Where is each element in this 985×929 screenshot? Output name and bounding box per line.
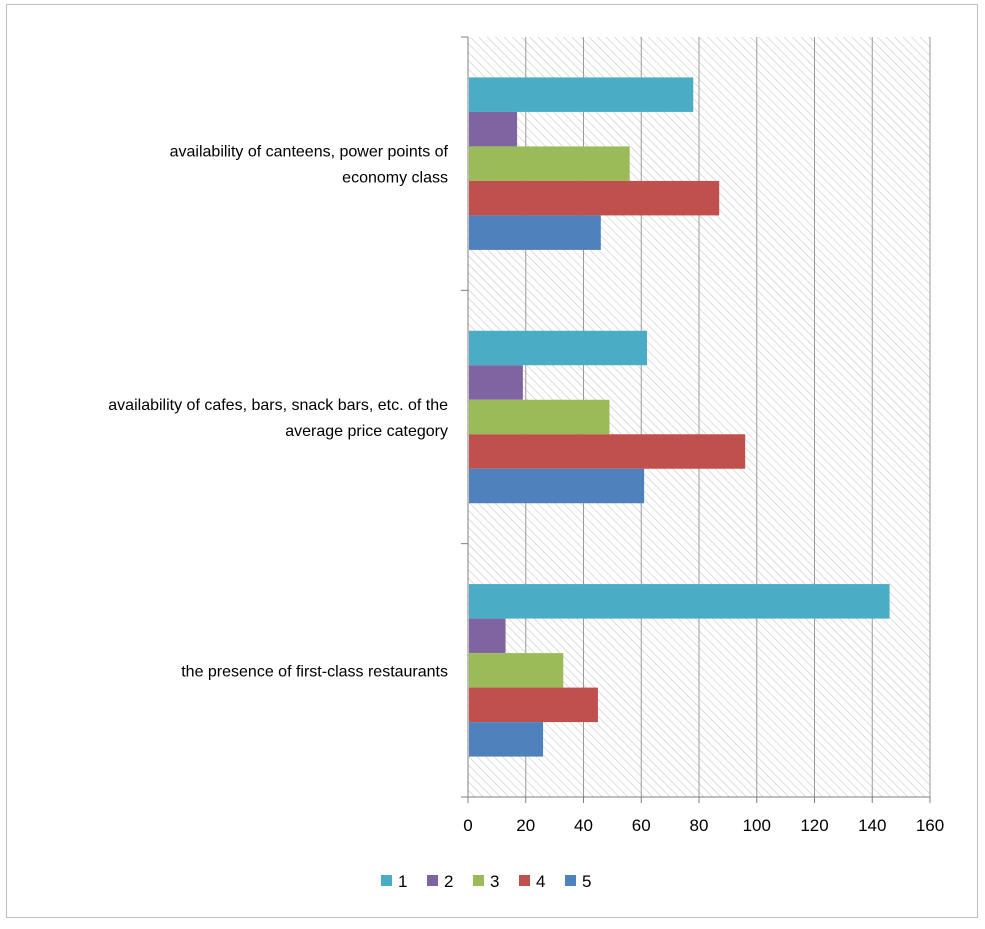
category-label-line: economy class <box>342 170 448 187</box>
bar-series-2 <box>469 111 518 147</box>
legend-swatch <box>427 875 438 886</box>
x-tick-label: 0 <box>463 816 472 835</box>
legend-label: 3 <box>490 872 499 891</box>
x-tick-label: 60 <box>632 816 651 835</box>
legend-label: 4 <box>536 872 545 891</box>
legend-label: 5 <box>582 872 591 891</box>
legend-label: 2 <box>444 872 453 891</box>
x-tick-label: 80 <box>690 816 709 835</box>
x-tick-label: 120 <box>800 816 828 835</box>
legend-label: 1 <box>398 872 407 891</box>
x-tick-label: 20 <box>516 816 535 835</box>
x-tick-labels: 0 20 40 60 80 100 120 140 160 <box>463 816 944 835</box>
legend-swatch <box>565 875 576 886</box>
x-tick-label: 40 <box>574 816 593 835</box>
bar-series-1 <box>469 77 694 112</box>
category-label: the presence of first-class restaurants <box>181 663 448 680</box>
axes <box>461 36 931 803</box>
category-label: availability of cafes, bars, snack bars,… <box>108 397 448 440</box>
bar-series-5 <box>469 215 601 250</box>
bar-series-4 <box>469 180 720 216</box>
bar-series-1 <box>469 330 648 366</box>
bar-series-3 <box>469 399 610 435</box>
legend-swatch <box>519 875 530 886</box>
x-tick-label: 140 <box>858 816 886 835</box>
category-label-line: availability of cafes, bars, snack bars,… <box>108 397 448 414</box>
x-tick-label: 160 <box>916 816 944 835</box>
bar-series-2 <box>469 365 523 400</box>
category-label: availability of canteens, power points o… <box>170 144 449 187</box>
bar-series-3 <box>469 653 564 688</box>
bar-series-2 <box>469 618 506 654</box>
bar-series-5 <box>469 468 645 504</box>
category-label-line: the presence of first-class restaurants <box>181 663 448 680</box>
legend-swatch <box>381 875 392 886</box>
bar-series-3 <box>469 146 630 181</box>
category-label-line: average price category <box>285 423 448 440</box>
bars <box>469 77 890 757</box>
bar-series-4 <box>469 434 746 469</box>
bar-series-5 <box>469 722 544 757</box>
bar-series-1 <box>469 584 890 619</box>
legend-swatch <box>473 875 484 886</box>
x-tick-label: 100 <box>743 816 771 835</box>
bar-series-4 <box>469 687 598 723</box>
legend: 1 2 3 4 5 <box>381 872 591 891</box>
category-labels: availability of canteens, power points o… <box>108 144 448 681</box>
category-label-line: availability of canteens, power points o… <box>170 144 449 161</box>
